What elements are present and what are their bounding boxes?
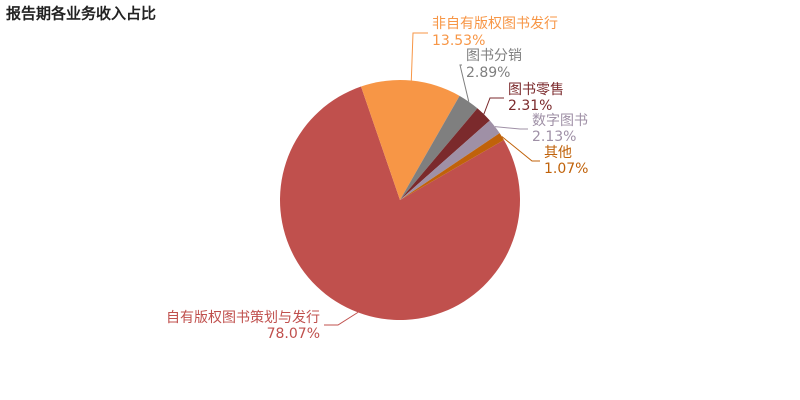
pie-slice: [400, 133, 504, 200]
slice-label: 图书分销: [466, 48, 522, 64]
slice-value: 2.13%: [532, 129, 576, 145]
leader-line: [324, 311, 359, 326]
slice-value: 2.31%: [508, 98, 552, 114]
slice-value: 13.53%: [432, 33, 485, 49]
chart-title: 报告期各业务收入占比: [6, 5, 156, 23]
leader-line: [459, 64, 470, 102]
slice-value: 2.89%: [466, 65, 510, 81]
leader-line: [410, 32, 428, 81]
slice-value: 1.07%: [544, 161, 588, 177]
leader-line: [483, 97, 504, 115]
pie-slice: [361, 80, 460, 200]
slice-label: 非自有版权图书发行: [432, 16, 558, 32]
leader-line: [494, 126, 528, 130]
pie-slice: [280, 86, 520, 320]
slice-label: 数字图书: [532, 113, 588, 129]
leader-line: [501, 136, 540, 162]
slice-label: 图书零售: [508, 82, 564, 98]
pie-slice: [400, 120, 500, 200]
slice-label: 其他: [544, 145, 572, 161]
pie-slice: [400, 108, 490, 200]
pie-slice: [400, 95, 478, 200]
slice-label: 自有版权图书策划与发行: [166, 309, 320, 326]
slice-value: 78.07%: [267, 326, 320, 342]
